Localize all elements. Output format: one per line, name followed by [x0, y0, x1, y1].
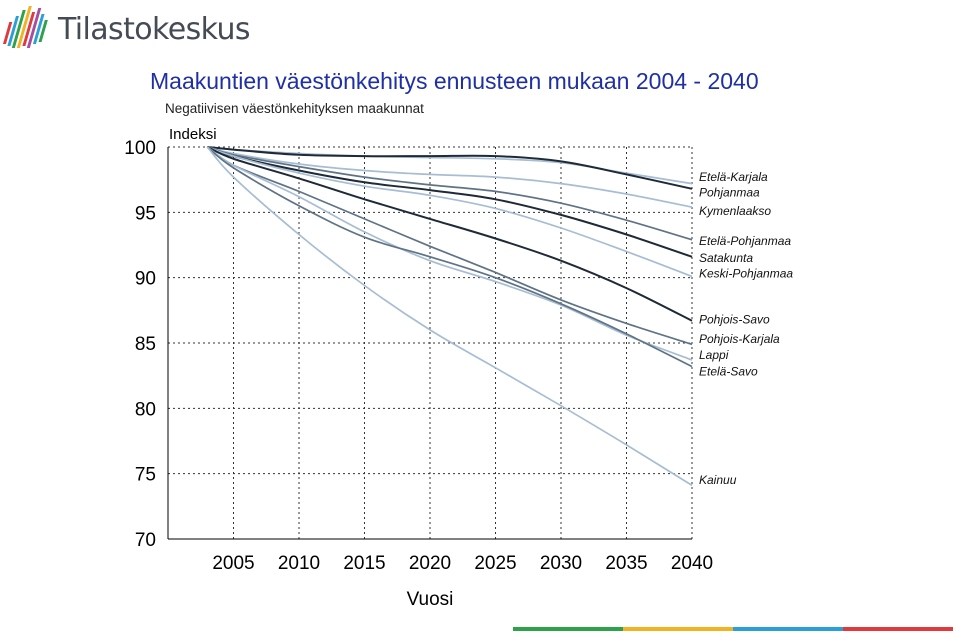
- series-label-lappi: Lappi: [699, 348, 729, 362]
- x-tick-label-2005: 2005: [212, 553, 254, 574]
- series-line-pohjois-savo: [206, 146, 693, 322]
- series-line-lappi: [206, 146, 693, 361]
- bottom-bar-green: [513, 627, 623, 631]
- y-tick-label-100: 100: [124, 138, 156, 159]
- y-tick-label-75: 75: [135, 465, 156, 486]
- brand-logo: Tilastokeskus: [2, 2, 252, 60]
- series-line-pohjanmaa: [207, 146, 693, 190]
- x-axis-label: Vuosi: [407, 589, 454, 610]
- bottom-bar-red: [843, 627, 953, 631]
- series-label-etela-pohjanmaa: Etelä-Pohjanmaa: [699, 234, 791, 248]
- x-tick-label-2025: 2025: [474, 553, 516, 574]
- y-tick-label-90: 90: [135, 269, 156, 290]
- series-label-etela-savo: Etelä-Savo: [699, 365, 758, 379]
- series-label-pohjanmaa: Pohjanmaa: [699, 186, 760, 200]
- x-tick-label-2035: 2035: [605, 553, 647, 574]
- series-label-kainuu: Kainuu: [699, 473, 737, 487]
- y-tick-label-70: 70: [135, 530, 156, 551]
- y-tick-label-85: 85: [135, 334, 156, 355]
- series-label-pohjois-savo: Pohjois-Savo: [699, 312, 770, 326]
- logo-mark-icon: [2, 6, 48, 48]
- x-tick-label-2030: 2030: [540, 553, 582, 574]
- series-line-etela-pohjanmaa: [207, 146, 693, 241]
- x-tick-label-2015: 2015: [343, 553, 385, 574]
- y-tick-label-80: 80: [135, 399, 156, 420]
- series-line-keski-pohjanmaa: [207, 146, 693, 278]
- bottom-color-bar: [513, 627, 953, 631]
- y-tick-label-95: 95: [135, 203, 156, 224]
- brand-name: Tilastokeskus: [58, 12, 250, 47]
- series-line-etela-karjala: [207, 146, 693, 185]
- x-tick-label-2010: 2010: [278, 553, 320, 574]
- series-label-satakunta: Satakunta: [699, 251, 753, 265]
- series-line-etela-savo: [206, 146, 693, 368]
- bottom-bar-blue: [733, 627, 843, 631]
- chart-subtitle: Negatiivisen väestönkehityksen maakunnat: [165, 101, 424, 116]
- series-line-pohjois-karjala: [206, 146, 693, 346]
- series-line-kainuu: [206, 146, 693, 487]
- x-tick-label-2040: 2040: [671, 553, 713, 574]
- bottom-bar-yellow: [623, 627, 733, 631]
- series-label-etela-karjala: Etelä-Karjala: [699, 170, 768, 184]
- y-axis-label: Indeksi: [169, 126, 217, 143]
- x-tick-label-2020: 2020: [409, 553, 451, 574]
- series-line-kymenlaakso: [207, 146, 693, 208]
- chart-title: Maakuntien väestönkehitys ennusteen muka…: [150, 68, 759, 94]
- series-line-satakunta: [206, 146, 693, 258]
- series-label-kymenlaakso: Kymenlaakso: [699, 204, 771, 218]
- series-label-pohjois-karjala: Pohjois-Karjala: [699, 332, 780, 346]
- series-label-keski-pohjanmaa: Keski-Pohjanmaa: [699, 267, 793, 281]
